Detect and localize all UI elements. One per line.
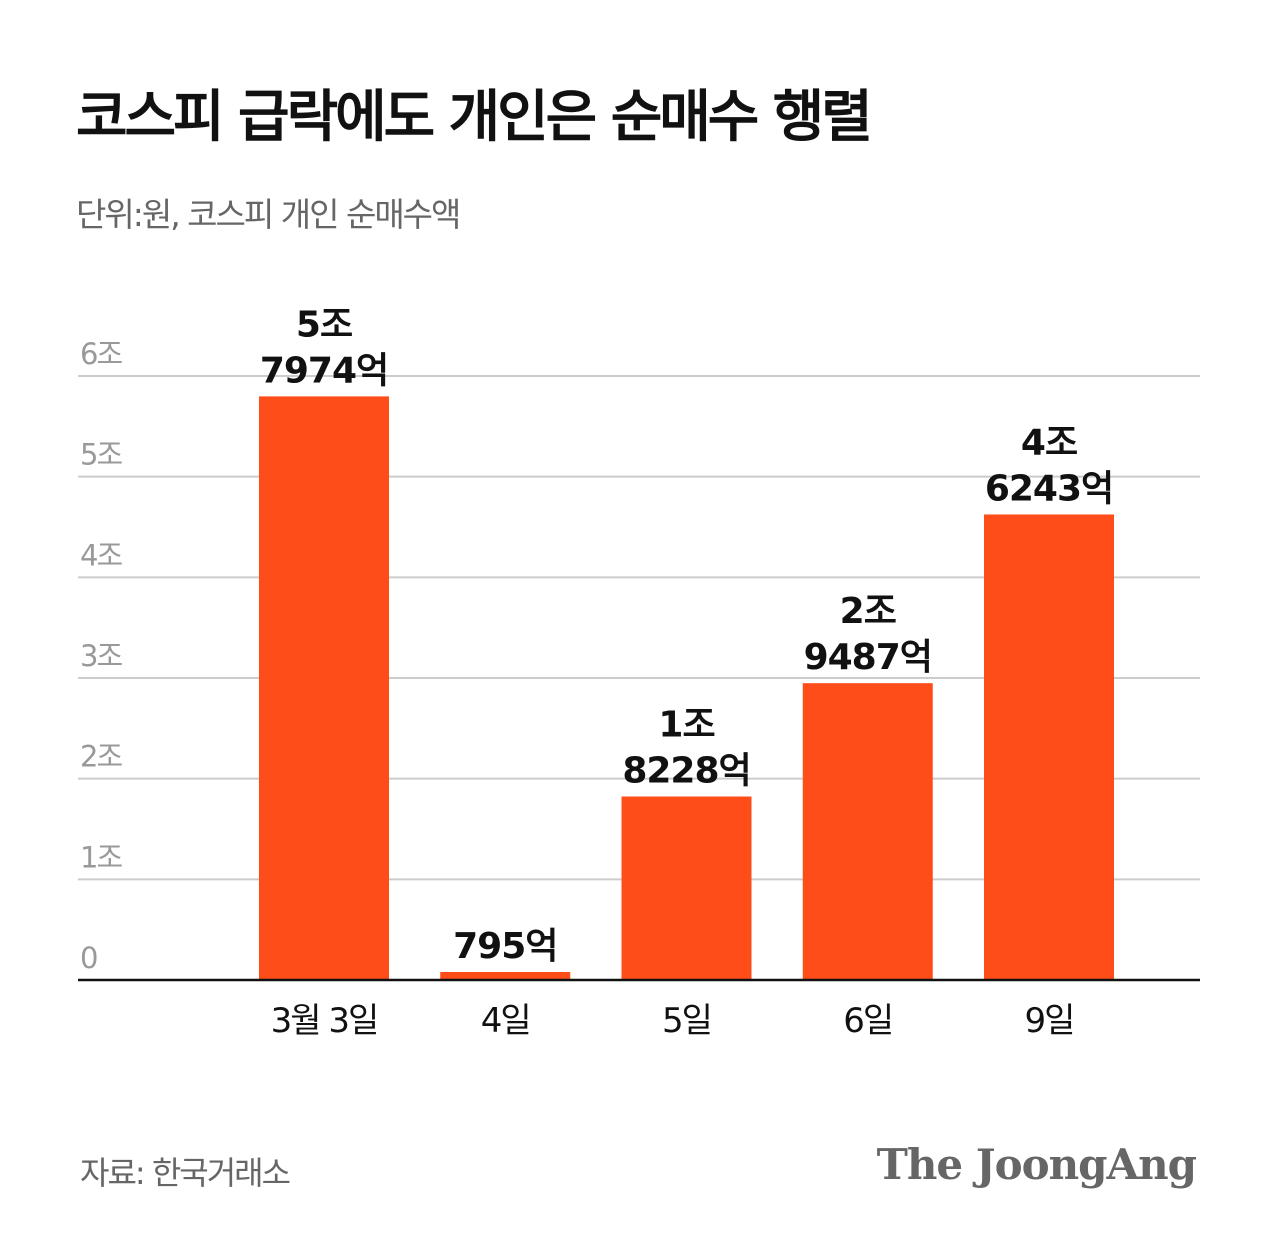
- chart-subtitle: 단위:원, 코스피 개인 순매수액: [76, 195, 461, 234]
- data-label: 8228억: [622, 751, 750, 792]
- x-tick-label: 9일: [1025, 1001, 1074, 1041]
- y-tick-label: 3조: [80, 639, 122, 673]
- bar: [802, 683, 933, 980]
- data-label: 7974억: [260, 350, 388, 391]
- x-tick-label: 4일: [481, 1001, 530, 1041]
- publisher-logo: The JoongAng: [876, 1140, 1197, 1189]
- data-label: 4조: [1021, 422, 1077, 463]
- y-tick-label: 2조: [80, 740, 122, 774]
- bar: [440, 971, 571, 980]
- data-label: 5조: [296, 304, 352, 345]
- bar: [984, 514, 1114, 980]
- x-tick-label: 3월 3일: [271, 1001, 378, 1041]
- y-tick-label: 5조: [80, 438, 122, 472]
- x-tick-label: 5일: [662, 1001, 711, 1041]
- data-label: 2조: [840, 591, 896, 632]
- data-label: 9487억: [804, 637, 932, 678]
- y-tick-label: 0: [80, 941, 97, 975]
- data-label: 1조: [658, 705, 714, 746]
- bar: [259, 396, 389, 980]
- source-note: 자료: 한국거래소: [80, 1154, 291, 1192]
- data-label: 6243억: [985, 468, 1113, 509]
- bar: [621, 796, 752, 980]
- y-tick-label: 4조: [80, 538, 122, 572]
- x-tick-label: 6일: [843, 1001, 892, 1041]
- chart-title: 코스피 급락에도 개인은 순매수 행렬: [76, 85, 873, 150]
- y-tick-label: 1조: [80, 840, 122, 874]
- data-label: 795억: [453, 926, 557, 967]
- y-tick-label: 6조: [80, 337, 122, 371]
